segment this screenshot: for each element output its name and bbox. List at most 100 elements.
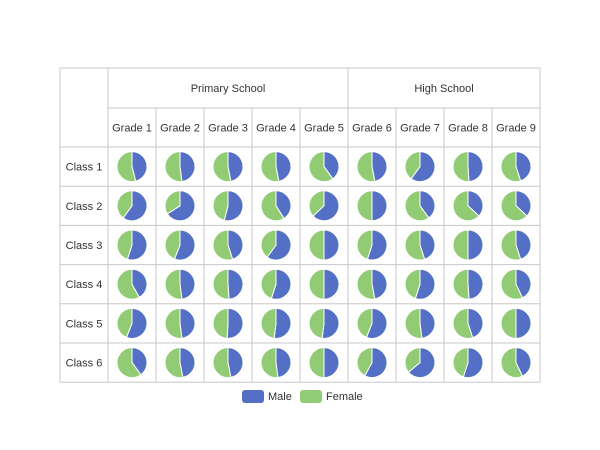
pie-slice-male (515, 190, 532, 217)
pie-slice-female (404, 307, 423, 339)
pie-slice-female (500, 268, 524, 300)
legend-label: Male (268, 391, 292, 403)
pie-slice-male (323, 229, 340, 261)
pie-slice-female (116, 190, 133, 219)
pie-slice-female (308, 347, 325, 379)
pie-slice-female (116, 307, 133, 338)
pie-slice-male (173, 229, 196, 261)
pie-slice-male (273, 307, 292, 339)
row-label: Class 1 (66, 162, 103, 174)
pie-slice-male (131, 347, 148, 376)
pie-slice-female (308, 151, 334, 183)
pie-slice-male (122, 190, 148, 222)
column-label: Grade 3 (208, 123, 248, 135)
pie-slice-female (260, 347, 279, 379)
column-label: Grade 7 (400, 123, 440, 135)
legend-swatch (300, 390, 322, 403)
pie-slice-male (323, 268, 340, 300)
pie-slice-male (410, 151, 436, 183)
column-label: Grade 5 (304, 123, 344, 135)
pie-slice-male (131, 151, 148, 182)
pie-slice-male (365, 307, 388, 339)
pie-slice-female (260, 307, 277, 339)
pie-slice-female (260, 229, 277, 258)
pie-slice-female (452, 347, 469, 378)
pie-slice-male (515, 347, 532, 377)
pie-slice-male (419, 307, 436, 339)
pie-slice-female (260, 268, 277, 300)
row-label: Class 3 (66, 240, 103, 252)
pie-slice-female (212, 229, 234, 261)
pie-slice-female (116, 347, 142, 379)
pie-slice-male (266, 229, 292, 261)
table-grid (59, 67, 541, 383)
pie-slice-female (500, 190, 528, 222)
group-label: Primary School (191, 83, 266, 95)
row-label: Class 5 (66, 318, 103, 330)
pie-slice-female (164, 151, 183, 183)
pie-slice-male (371, 151, 388, 182)
pie-slice-female (308, 268, 325, 300)
row-label: Class 4 (66, 279, 103, 291)
pie-slice-female (356, 268, 376, 300)
column-label: Grade 8 (448, 123, 488, 135)
column-label: Grade 4 (256, 123, 296, 135)
pie-slice-female (116, 268, 140, 300)
pie-slice-female (356, 229, 373, 260)
pie-slice-female (452, 190, 480, 222)
pie-slice-male (227, 229, 244, 260)
pie-slice-male (323, 347, 340, 379)
column-label: Grade 2 (160, 123, 200, 135)
pie-slice-female (500, 307, 517, 339)
pie-slice-male (223, 190, 244, 222)
pie-slice-male (371, 268, 388, 300)
pie-slice-female (260, 151, 280, 183)
pie-slice-female (452, 268, 470, 300)
pie-slice-male (467, 268, 484, 300)
pie-slice-male (179, 307, 196, 339)
group-label: High School (414, 83, 473, 95)
pie-slice-female (308, 307, 325, 339)
pie-slice-male (226, 307, 244, 339)
pie-slice-male (515, 268, 532, 299)
pie-cells (116, 151, 532, 379)
pie-slice-male (275, 347, 292, 379)
pie-slice-female (116, 229, 133, 260)
pie-slice-male (125, 307, 148, 339)
pie-slice-male (227, 151, 244, 182)
row-label: Class 2 (66, 201, 103, 213)
pie-slice-male (179, 151, 196, 183)
pie-slice-male (419, 229, 436, 260)
pie-slice-female (452, 307, 474, 339)
pie-slice-male (467, 151, 484, 183)
pie-slice-male (323, 151, 340, 180)
pie-slice-female (164, 268, 183, 300)
pie-slice-male (179, 268, 196, 300)
pie-slice-male (419, 190, 436, 219)
pie-slice-male (371, 190, 388, 222)
legend: Male Female (242, 390, 363, 403)
pie-slice-female (500, 347, 524, 379)
legend-swatch (242, 390, 264, 403)
header-labels: Primary School High School Grade 1 Grade 2 G… (112, 83, 536, 135)
pie-slice-male (312, 190, 340, 222)
pie-slice-male (467, 190, 484, 217)
pie-slice-female (308, 229, 325, 261)
pie-slice-female (404, 347, 421, 373)
column-label: Grade 1 (112, 123, 152, 135)
pie-slice-female (356, 151, 376, 183)
legend-label: Female (326, 391, 363, 403)
pie-slice-female (356, 190, 373, 222)
pie-slice-female (164, 190, 181, 215)
pie-slice-female (404, 190, 430, 222)
row-labels: Class 1 Class 2 Class 3 Class 4 Class 5 Class… (66, 162, 103, 370)
pie-slice-male (364, 347, 388, 379)
pie-slice-female (452, 151, 470, 183)
pie-slice-male (166, 190, 196, 222)
pie-slice-male (227, 268, 244, 300)
pie-slice-male (515, 151, 532, 182)
pie-slice-female (116, 151, 137, 183)
pie-slice-female (452, 229, 469, 261)
pie-slice-female (404, 268, 421, 300)
